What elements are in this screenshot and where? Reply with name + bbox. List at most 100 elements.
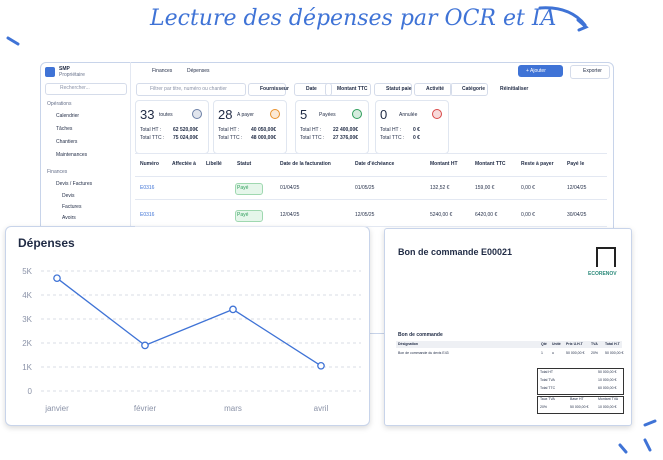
cell-remaining: 0,00 € xyxy=(521,185,535,191)
filter-button[interactable] xyxy=(294,83,332,96)
doc-cell: u xyxy=(552,351,554,355)
point xyxy=(53,274,61,283)
doc-total-value: 50 000,00 € xyxy=(598,370,617,374)
column-header: Reste à payer xyxy=(521,161,554,167)
filter-button[interactable] xyxy=(374,83,412,96)
stat-label: toutes xyxy=(159,112,173,118)
nav-subitem[interactable]: Devis xyxy=(62,193,75,199)
status-chip xyxy=(235,183,263,195)
filter-label: Date xyxy=(306,86,317,92)
column-header: Numéro xyxy=(140,161,159,167)
doc-total-value: 10 000,00 € xyxy=(598,378,617,382)
doc-tva-header: Montant TVA xyxy=(598,397,619,401)
filter-button[interactable] xyxy=(248,83,286,96)
column-header: Montant TTC xyxy=(475,161,506,167)
column-header: Payé le xyxy=(567,161,585,167)
section-title: Finances xyxy=(47,169,68,175)
filter-button[interactable] xyxy=(414,83,452,96)
doc-header: Qté xyxy=(541,342,547,346)
doc-cell: 20% xyxy=(591,351,599,355)
filter-label: Catégorie xyxy=(462,86,486,92)
nav-subitem[interactable]: Avoirs xyxy=(62,215,76,221)
y-tick-label: 4K xyxy=(22,291,32,300)
filter-button[interactable] xyxy=(450,83,488,96)
cell-ht: 132,52 € xyxy=(430,185,450,191)
stat-icon xyxy=(192,109,202,119)
nav-item[interactable]: Devis / Factures xyxy=(56,181,93,187)
stat-ht: 40 050,00€ xyxy=(251,127,277,133)
stat-count: 5 xyxy=(300,107,308,122)
doc-tva-header: Base HT xyxy=(570,397,584,401)
cell-number[interactable]: E0316 xyxy=(140,185,155,191)
brand: SMP xyxy=(59,66,70,72)
sidebar xyxy=(40,62,131,332)
stat-label: A payer xyxy=(237,112,254,118)
stat-label: Payées xyxy=(319,112,336,118)
stat-ttc-label: Total TTC : xyxy=(300,135,325,141)
cell-remaining: 0,00 € xyxy=(521,212,535,218)
stat-ttc: 0 € xyxy=(413,135,420,141)
cell-number[interactable]: E0316 xyxy=(140,212,155,218)
nav-item[interactable]: Maintenances xyxy=(56,152,88,158)
status-chip xyxy=(235,210,263,222)
table-head xyxy=(135,153,607,177)
stat-count: 28 xyxy=(218,107,233,122)
x-tick-label: avril xyxy=(314,404,329,413)
chart-card: Dépenses 0 1K 2K 3K 4K 5K janvier février mars avr… xyxy=(5,226,370,426)
doc-logo-icon xyxy=(596,247,616,267)
cell-paid_on: 30/04/25 xyxy=(567,212,587,218)
stat-ht-label: Total HT : xyxy=(218,127,240,133)
stat-ht-label: Total HT : xyxy=(300,127,322,133)
doc-header: Désignation xyxy=(398,342,419,346)
y-tick-label: 3K xyxy=(22,315,32,324)
doc-header: Total H.T xyxy=(605,342,620,346)
stat-ht-label: Total HT : xyxy=(380,127,402,133)
cell-invoice_date: 12/04/25 xyxy=(280,212,300,218)
filter-search[interactable] xyxy=(136,83,246,96)
filter-label: Réinitialiser xyxy=(500,86,529,92)
row-line xyxy=(135,199,607,200)
doc-cell: Bon de commande du devis E43 xyxy=(398,351,449,355)
filter-button[interactable] xyxy=(325,83,371,96)
export-label: Exporter xyxy=(583,68,602,74)
stat-icon xyxy=(432,109,442,119)
nav-item[interactable]: Calendrier xyxy=(56,113,80,119)
add-label: + Ajouter xyxy=(526,68,546,74)
stat-ttc-label: Total TTC : xyxy=(218,135,243,141)
stat-icon xyxy=(352,109,362,119)
y-tick-label: 0 xyxy=(28,387,33,396)
search-box[interactable] xyxy=(45,83,127,95)
export-button[interactable] xyxy=(570,65,610,79)
column-header: Libellé xyxy=(206,161,222,167)
filter-label: Statut paie xyxy=(386,86,412,92)
cell-due_date: 01/05/25 xyxy=(355,185,375,191)
breadcrumb[interactable]: Finances xyxy=(152,68,173,74)
doc-header: Prix U.H.T xyxy=(566,342,583,346)
section-title: Opérations xyxy=(47,101,72,107)
nav-item[interactable]: Chantiers xyxy=(56,139,78,145)
column-header: Date d'échéance xyxy=(355,161,395,167)
doc-tva xyxy=(537,396,624,414)
stat-ht: 62 520,00€ xyxy=(173,127,199,133)
doc-header: TVA xyxy=(591,342,598,346)
doc-cell: 1 xyxy=(541,351,543,355)
headline: Lecture des dépenses par OCR et IA xyxy=(150,6,557,31)
row-line xyxy=(135,226,607,227)
doc-total-label: Total TTC xyxy=(540,386,556,390)
cell-paid_on: 12/04/25 xyxy=(567,185,587,191)
nav-item[interactable]: Tâches xyxy=(56,126,73,132)
chart: Dépenses 0 1K 2K 3K 4K 5K janvier février mars avr… xyxy=(18,236,361,413)
add-button[interactable] xyxy=(518,65,563,77)
chart-title: Dépenses xyxy=(18,236,75,250)
cell-ht: 5240,00 € xyxy=(430,212,453,218)
stat-count: 0 xyxy=(380,107,388,122)
stat-ht: 0 € xyxy=(413,127,420,133)
doc-total-label: Total TVA xyxy=(540,378,555,382)
nav-subitem[interactable]: Factures xyxy=(62,204,82,210)
doc-totals xyxy=(537,368,624,395)
stat-ttc: 48 000,00€ xyxy=(251,135,277,141)
cell-ttc: 159,00 € xyxy=(475,185,495,191)
doc-total-value: 60 000,00 € xyxy=(598,386,617,390)
doc-cell: 50 000,00 € xyxy=(566,351,585,355)
